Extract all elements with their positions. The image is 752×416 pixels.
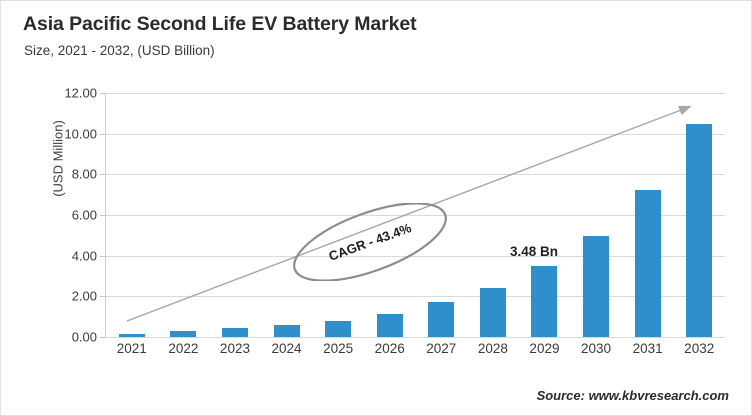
x-axis-tick-label-2027: 2027 [426,341,457,356]
bar-2024[interactable] [273,325,300,337]
bar-2030[interactable] [583,236,610,337]
y-axis-tick-mark [100,174,105,176]
x-axis-tick-label-2032: 2032 [684,341,715,356]
bar-2025[interactable] [325,320,352,337]
x-axis-tick-label-2031: 2031 [632,341,663,356]
x-axis-tick-label-2025: 2025 [323,341,354,356]
bar-2032[interactable] [686,123,713,337]
bar-2023[interactable] [221,328,248,337]
y-axis-tick-label: 4.00 [71,248,97,264]
y-axis-line [105,93,106,338]
y-axis-tick-mark [100,133,105,135]
cagr-callout: CAGR - 43.4% [282,203,458,281]
x-axis-tick-label-2030: 2030 [581,341,612,356]
x-axis-tick-label-2024: 2024 [271,341,302,356]
y-axis-tick-label: 2.00 [71,288,97,304]
y-axis-tick-label: 6.00 [71,207,97,223]
y-axis-tick-labels: 0.00 2.00 4.00 6.00 8.00 10.00 12.00 [41,86,105,345]
x-axis-tick-label-2021: 2021 [116,341,147,356]
bar-2021[interactable] [118,333,145,337]
bar-2026[interactable] [376,313,403,337]
bar-2028[interactable] [479,287,506,337]
bar-2027[interactable] [428,302,455,337]
gridline [105,93,725,94]
y-axis-tick-mark [100,337,105,338]
source-note: Source: www.kbvresearch.com [536,388,729,403]
bar-2029[interactable] [531,266,558,337]
page-subtitle: Size, 2021 - 2032, (USD Billion) [24,43,215,58]
x-axis-tick-label-2028: 2028 [477,341,508,356]
y-axis-tick-label: 12.00 [64,85,97,101]
page-title: Asia Pacific Second Life EV Battery Mark… [23,13,417,35]
x-axis-tick-label-2023: 2023 [219,341,250,356]
bar-2031[interactable] [634,189,661,337]
x-axis-tick-label-2026: 2026 [374,341,405,356]
x-axis-tick-label-2022: 2022 [168,341,199,356]
y-axis-tick-mark [100,215,105,216]
y-axis-tick-mark [100,296,105,298]
y-axis-tick-label: 0.00 [71,329,97,345]
bar-2022[interactable] [170,331,197,337]
gridline [105,337,725,338]
x-axis-tick-label-2029: 2029 [529,341,560,356]
y-axis-tick-label: 10.00 [64,126,97,142]
y-axis-tick-mark [100,93,105,94]
x-axis-tick-labels: 2021 2022 2023 2024 2025 2026 2027 2028 2029 2030… [106,341,725,365]
ellipse-outline-icon [293,203,447,281]
y-axis-tick-label: 8.00 [71,166,97,182]
y-axis-tick-mark [100,255,105,257]
data-label-2029: 3.48 Bn [510,244,559,259]
